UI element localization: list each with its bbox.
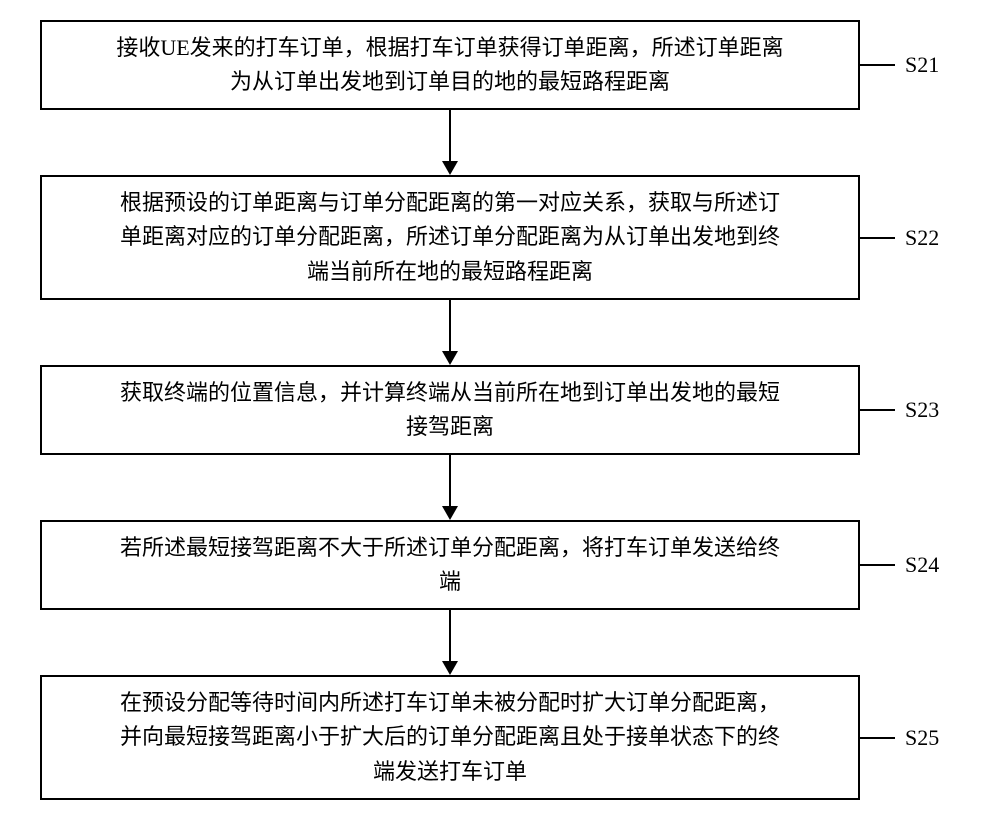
- arrow-line-2: [449, 300, 451, 351]
- step-box-s23: 获取终端的位置信息，并计算终端从当前所在地到订单出发地的最短 接驾距离: [40, 365, 860, 455]
- step-box-s22: 根据预设的订单距离与订单分配距离的第一对应关系，获取与所述订 单距离对应的订单分…: [40, 175, 860, 300]
- step-label-s22: S22: [905, 225, 939, 251]
- step-label-s21: S21: [905, 52, 939, 78]
- arrow-head-2: [442, 351, 458, 365]
- arrow-line-1: [449, 110, 451, 161]
- step-text-s22: 根据预设的订单距离与订单分配距离的第一对应关系，获取与所述订 单距离对应的订单分…: [120, 186, 780, 288]
- step-text-s21: 接收UE发来的打车订单，根据打车订单获得订单距离，所述订单距离 为从订单出发地到…: [116, 31, 783, 99]
- arrow-head-1: [442, 161, 458, 175]
- flowchart-canvas: 接收UE发来的打车订单，根据打车订单获得订单距离，所述订单距离 为从订单出发地到…: [0, 0, 1000, 818]
- arrow-head-4: [442, 661, 458, 675]
- step-text-s24: 若所述最短接驾距离不大于所述订单分配距离，将打车订单发送给终 端: [120, 531, 780, 599]
- arrow-line-3: [449, 455, 451, 506]
- label-tick-s25: [860, 737, 895, 739]
- label-tick-s22: [860, 237, 895, 239]
- step-text-s23: 获取终端的位置信息，并计算终端从当前所在地到订单出发地的最短 接驾距离: [120, 376, 780, 444]
- label-tick-s21: [860, 64, 895, 66]
- step-label-s25: S25: [905, 725, 939, 751]
- arrow-head-3: [442, 506, 458, 520]
- label-tick-s24: [860, 564, 895, 566]
- arrow-line-4: [449, 610, 451, 661]
- step-box-s25: 在预设分配等待时间内所述打车订单未被分配时扩大订单分配距离， 并向最短接驾距离小…: [40, 675, 860, 800]
- step-text-s25: 在预设分配等待时间内所述打车订单未被分配时扩大订单分配距离， 并向最短接驾距离小…: [120, 686, 780, 788]
- label-tick-s23: [860, 409, 895, 411]
- step-box-s24: 若所述最短接驾距离不大于所述订单分配距离，将打车订单发送给终 端: [40, 520, 860, 610]
- step-label-s24: S24: [905, 552, 939, 578]
- step-box-s21: 接收UE发来的打车订单，根据打车订单获得订单距离，所述订单距离 为从订单出发地到…: [40, 20, 860, 110]
- step-label-s23: S23: [905, 397, 939, 423]
